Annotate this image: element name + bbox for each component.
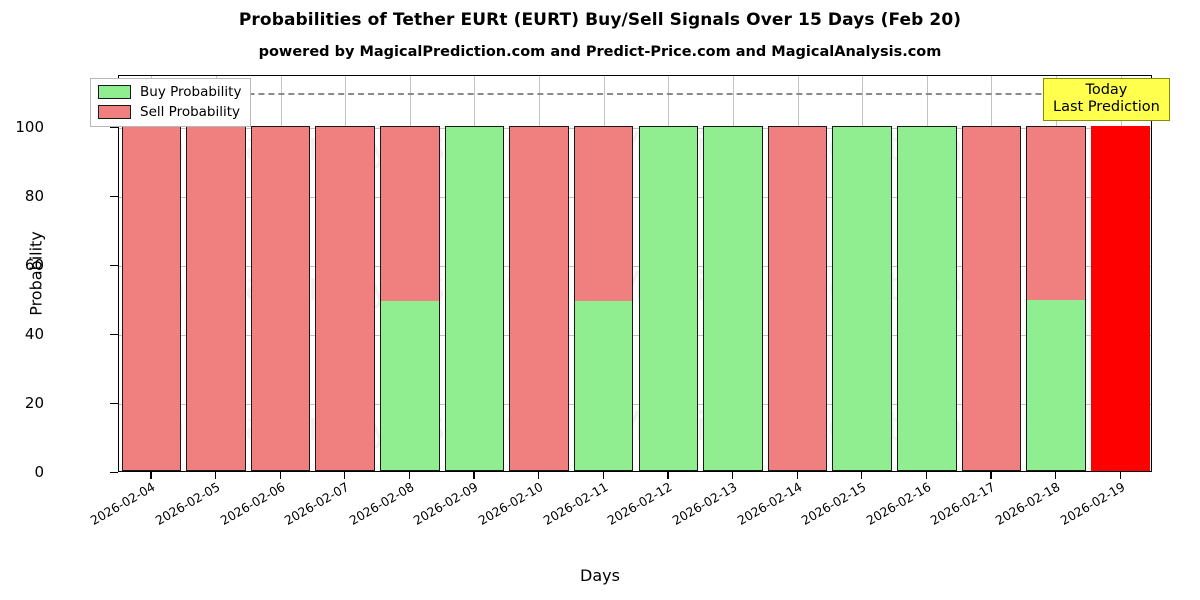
x-tick-mark (408, 472, 411, 479)
bar-segment-buy (444, 125, 505, 471)
bar-group[interactable] (638, 76, 699, 471)
bar-group[interactable] (315, 76, 375, 471)
gridline-y (119, 265, 1151, 267)
legend: Buy Probability Sell Probability (90, 78, 252, 127)
x-tick-mark (667, 472, 669, 479)
bar-group[interactable] (250, 76, 311, 471)
gridline-y (119, 403, 1151, 405)
x-tick-mark (602, 472, 604, 479)
chart-title: Probabilities of Tether EURt (EURT) Buy/… (238, 10, 962, 30)
y-tick-mark (110, 402, 118, 405)
legend-swatch-buy (98, 85, 131, 99)
legend-item-sell[interactable]: Sell Probability (98, 104, 241, 120)
x-tick-mark (796, 472, 798, 479)
gridline-y (119, 127, 1151, 129)
today-annotation-line2: Last Prediction (1053, 99, 1160, 116)
bar-group[interactable] (703, 76, 763, 471)
bar-group[interactable] (1090, 76, 1151, 471)
x-tick-mark (731, 472, 734, 479)
bar-segment-buy (638, 125, 699, 471)
bar-segment-buy (573, 300, 634, 471)
bar-segment-sell (961, 125, 1022, 471)
x-tick-mark (538, 472, 540, 479)
bar-group[interactable] (186, 76, 246, 471)
x-axis-label: Days (580, 566, 620, 585)
bar-group[interactable] (767, 76, 828, 471)
y-tick-mark (110, 126, 118, 129)
y-tick-label: 20 (24, 393, 44, 412)
y-tick-label: 80 (24, 186, 44, 205)
y-tick-mark (110, 195, 118, 198)
y-tick-mark (110, 472, 118, 474)
x-tick-mark (473, 472, 475, 479)
bar-segment-sell (121, 125, 182, 471)
x-tick-mark (925, 472, 928, 479)
legend-label-buy: Buy Probability (140, 84, 242, 100)
today-annotation-line1: Today (1085, 82, 1128, 98)
bar-segment-sell (250, 125, 311, 471)
bar-segment-buy (703, 125, 763, 471)
bar-group[interactable] (380, 76, 440, 471)
gridline-y (119, 334, 1151, 336)
bar-group[interactable] (573, 76, 634, 471)
bar-group[interactable] (1026, 76, 1086, 471)
x-tick-mark (279, 472, 281, 479)
bar-segment-buy (897, 125, 957, 471)
bar-segment-buy (1026, 298, 1086, 471)
y-tick-label: 100 (15, 117, 44, 136)
y-tick-mark (110, 264, 118, 267)
bar-group[interactable] (832, 76, 892, 471)
legend-item-buy[interactable]: Buy Probability (98, 84, 241, 100)
plot-area: MagicalAnalysis.com MagicalAnalysis.com … (118, 75, 1152, 472)
bar-group[interactable] (961, 76, 1022, 471)
y-tick-label: 0 (34, 463, 44, 481)
legend-label-sell: Sell Probability (140, 104, 241, 120)
bar-group[interactable] (121, 76, 182, 471)
bar-segment-sell (767, 125, 828, 471)
x-tick-mark (150, 472, 152, 479)
x-tick-mark (344, 472, 346, 479)
reference-dashed-line (119, 93, 1151, 96)
x-tick-mark (990, 472, 992, 479)
bar-segment-buy (832, 125, 892, 471)
y-tick-label: 40 (24, 324, 44, 343)
y-tick-mark (110, 333, 118, 336)
bar-group[interactable] (444, 76, 505, 471)
x-tick-mark (861, 472, 863, 479)
bar-group[interactable] (897, 76, 957, 471)
x-tick-mark (214, 472, 217, 479)
x-tick-mark (1055, 472, 1057, 479)
bar-segment-sell (186, 125, 246, 471)
bar-group[interactable] (509, 76, 569, 471)
bar-segment-sell (315, 125, 375, 471)
y-axis-label: Probability (26, 231, 46, 316)
today-annotation: Today Last Prediction (1043, 78, 1170, 122)
y-tick-label: 60 (24, 255, 44, 274)
legend-swatch-sell (98, 105, 131, 119)
bar-segment-sell (573, 125, 634, 302)
gridline-y (119, 196, 1151, 198)
bar-segment-sell (1026, 125, 1086, 300)
x-tick-mark (1119, 472, 1121, 479)
bar-segment-today (1090, 125, 1151, 471)
bar-segment-sell (380, 125, 440, 302)
bar-segment-sell (509, 125, 569, 471)
bar-segment-buy (380, 300, 440, 471)
chart-subtitle: powered by MagicalPrediction.com and Pre… (258, 44, 942, 60)
